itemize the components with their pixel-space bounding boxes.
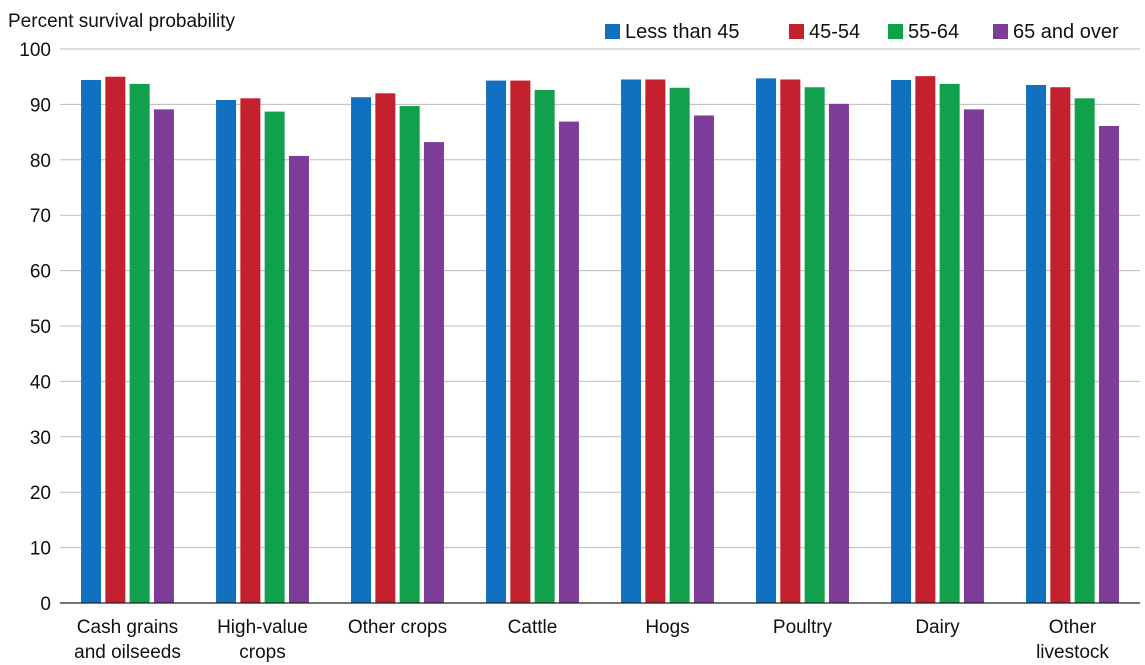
y-tick-label: 50 [30,317,51,338]
bar [486,80,507,603]
bar [375,93,396,603]
y-tick-labels: 0 10 20 30 40 50 60 70 80 90 100 [19,40,51,615]
bar [804,87,825,603]
bar [558,121,579,603]
x-tick-label: livestock [1036,642,1109,663]
bar [828,103,849,603]
x-tick-label: Other crops [348,617,447,638]
gridlines [60,48,1140,549]
legend-swatch [888,24,903,39]
bar [669,87,690,603]
bar [399,106,420,603]
legend-swatch [789,24,804,39]
x-tick-label: crops [239,642,285,663]
bar [423,142,444,603]
y-tick-label: 70 [30,206,51,227]
y-tick-label: 10 [30,539,51,560]
y-tick-label: 20 [30,483,51,504]
bar [288,155,309,603]
bar [1026,85,1047,603]
y-tick-label: 90 [30,95,51,116]
x-tick-label: Other [1049,617,1097,638]
bar [81,80,102,604]
bar [105,76,126,603]
bar [891,80,912,604]
bar [1074,98,1095,603]
x-tick-label: Cattle [508,617,558,638]
x-tick-label: High-value [217,617,308,638]
x-tick-label: Hogs [645,617,689,638]
legend-label: Less than 45 [625,21,740,43]
legend-item: 65 and over [993,21,1119,43]
bar [534,89,555,604]
bar [510,80,531,603]
legend-swatch [993,24,1008,39]
bar [963,109,984,604]
legend-item: Less than 45 [605,21,740,43]
bar [264,111,285,604]
legend: Less than 45 45-54 55-64 65 and over [605,21,1119,43]
bar [693,115,714,603]
y-tick-label: 0 [40,594,51,615]
bar [1050,87,1071,603]
bar [780,79,801,604]
bar [756,78,777,603]
legend-swatch [605,24,620,39]
bar [621,79,642,604]
x-tick-label: Dairy [915,617,960,638]
x-tick-label: Poultry [773,617,833,638]
bar [216,99,237,603]
bar [645,79,666,604]
bar [915,76,936,604]
legend-item: 45-54 [789,21,860,43]
y-tick-label: 30 [30,428,51,449]
bar [153,109,174,604]
legend-label: 55-64 [908,21,959,43]
y-tick-label: 80 [30,151,51,172]
y-axis-label: Percent survival probability [8,11,236,32]
x-tick-labels: Cash grains and oilseeds High-value crops Ot… [74,617,1109,663]
legend-label: 45-54 [809,21,860,43]
legend-item: 55-64 [888,21,959,43]
y-tick-label: 40 [30,372,51,393]
bar [240,98,261,603]
x-tick-label: Cash grains [77,617,178,638]
y-tick-label: 100 [19,40,51,61]
y-tick-label: 60 [30,262,51,283]
bars [81,76,1119,604]
bar [351,97,372,603]
bar [939,83,960,604]
bar [1098,126,1119,604]
x-tick-label: and oilseeds [74,642,181,663]
legend-label: 65 and over [1013,21,1119,43]
bar [129,83,150,604]
